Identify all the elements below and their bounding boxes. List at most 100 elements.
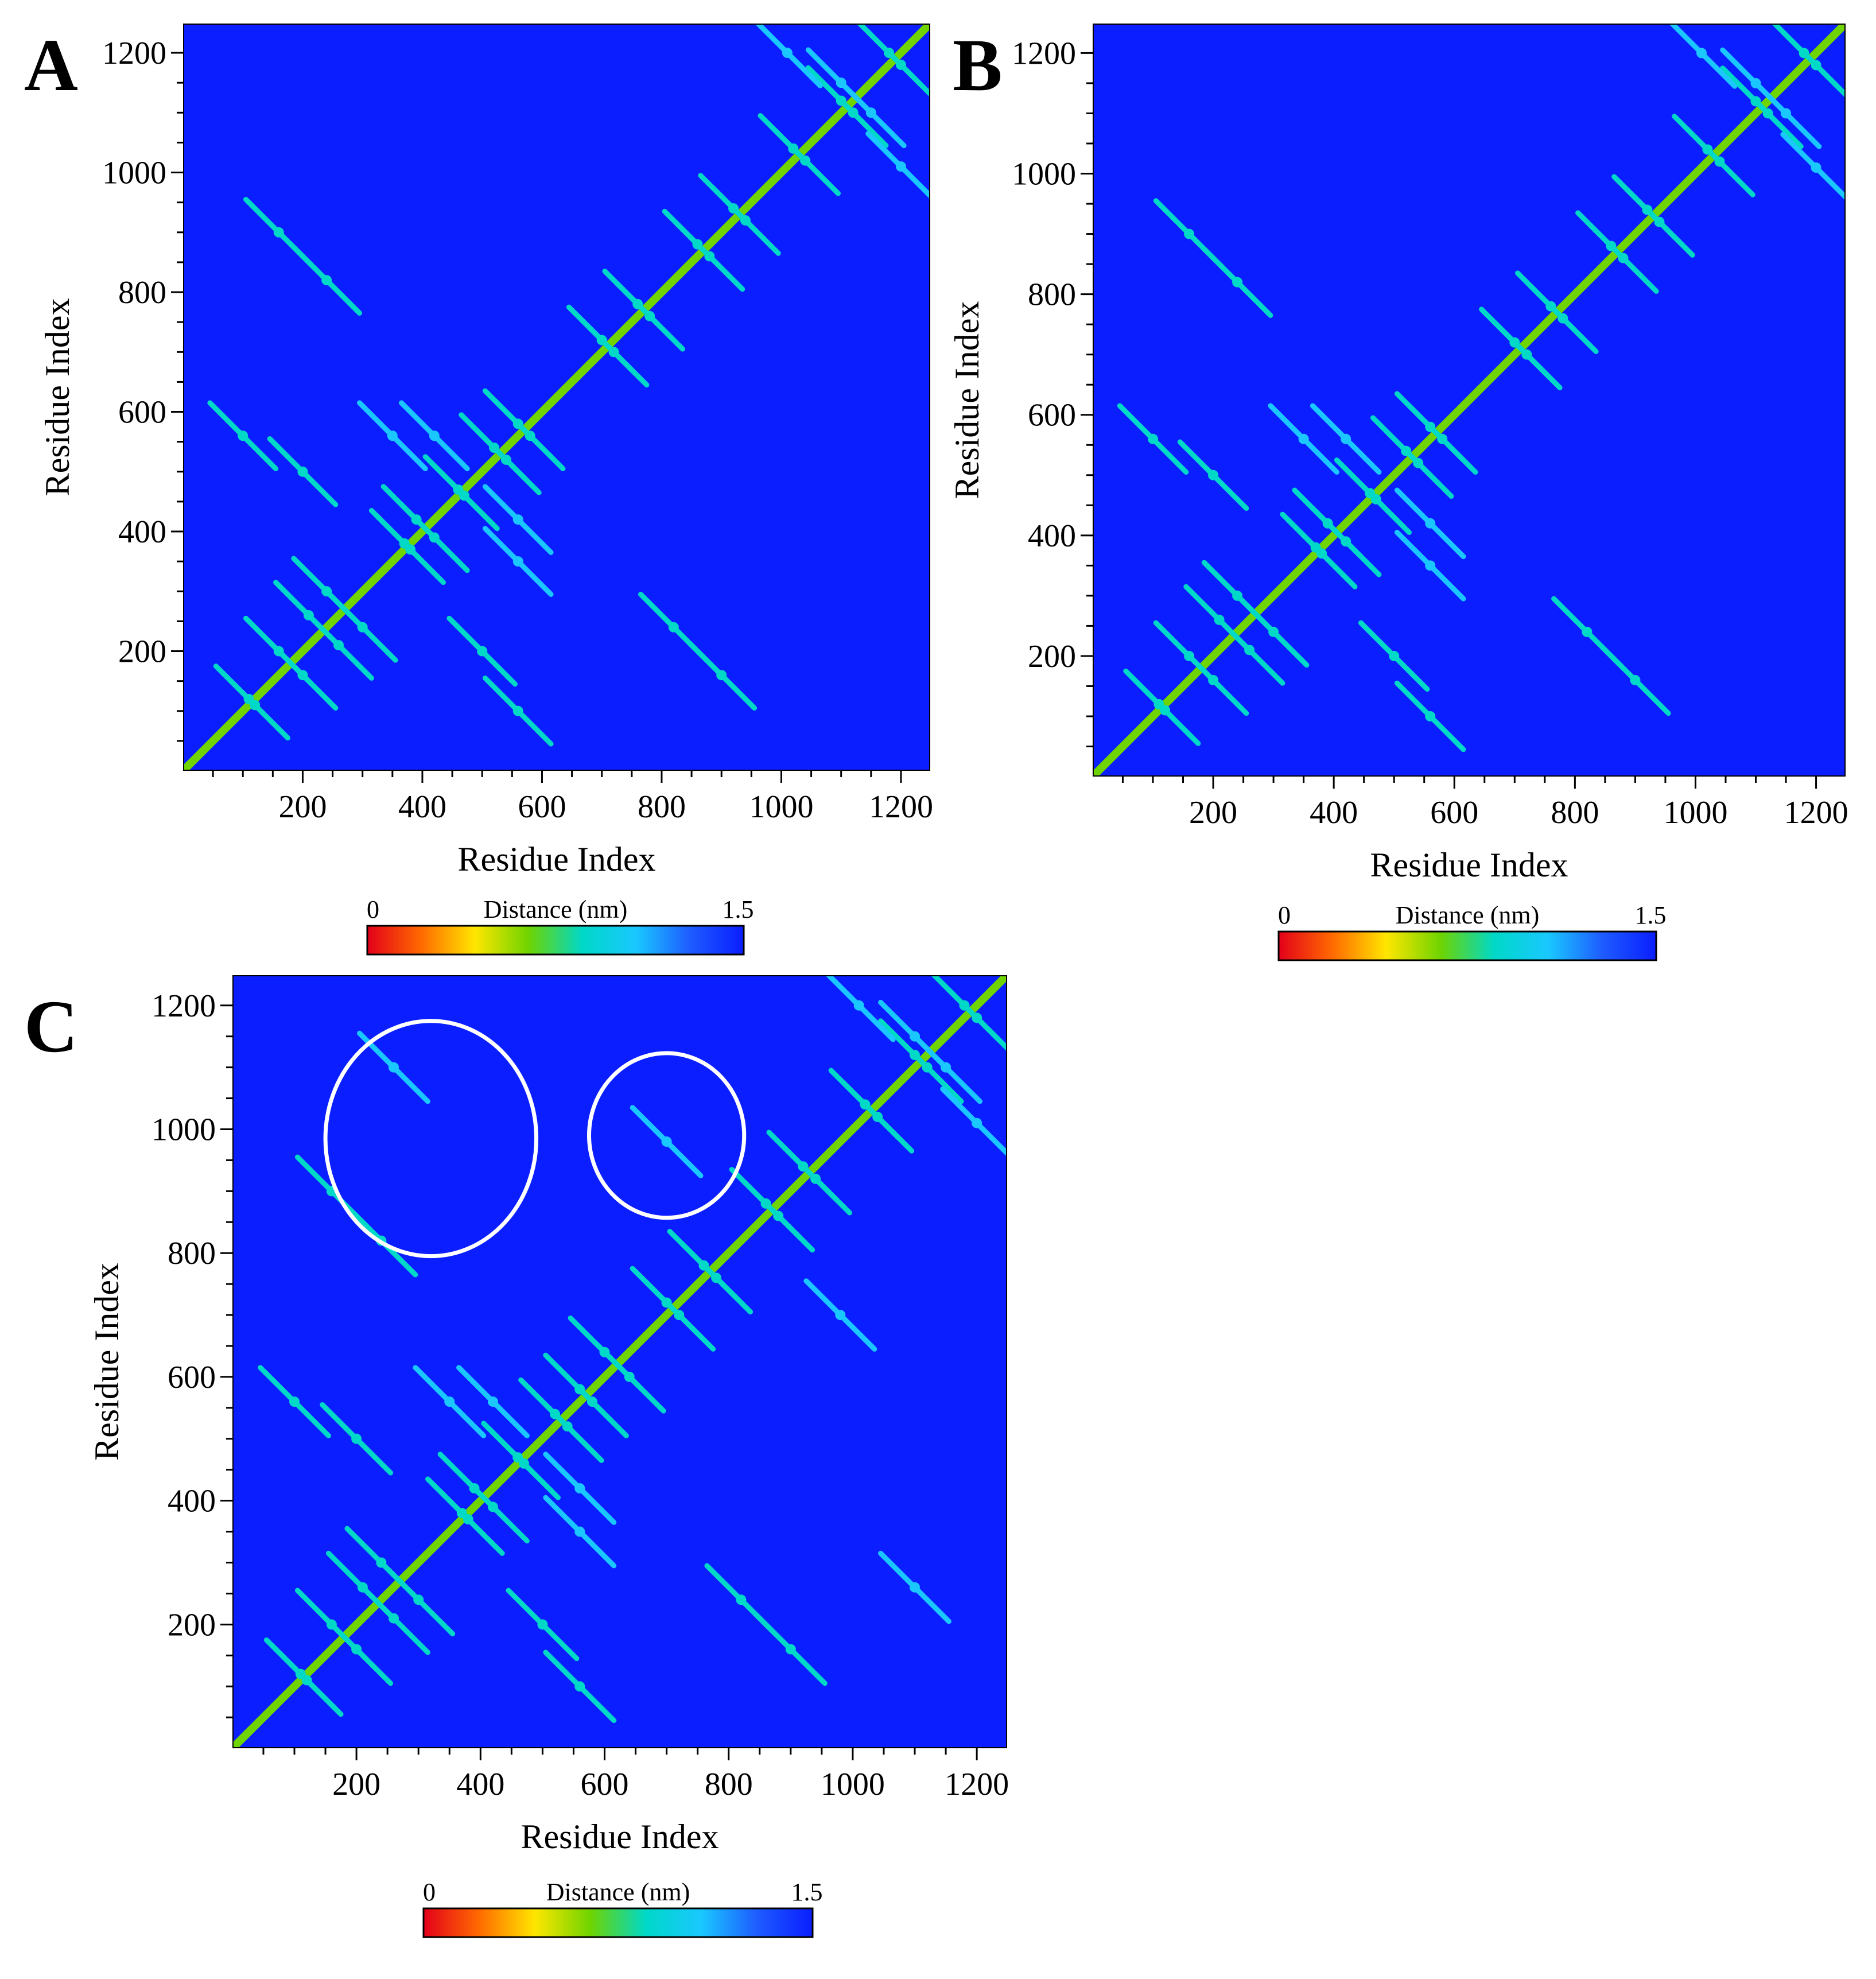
contact-point: [736, 1594, 747, 1605]
contact-point: [512, 514, 523, 525]
y-tick-label: 400: [118, 514, 166, 550]
contact-point: [469, 1483, 480, 1494]
x-tick-label: 1000: [1663, 795, 1727, 831]
contact-point: [668, 622, 679, 632]
contact-point: [1425, 421, 1436, 432]
contact-point: [788, 143, 799, 154]
contact-point: [596, 335, 607, 346]
contact-point: [376, 1557, 387, 1568]
diagonal-contacts: [1093, 24, 1845, 776]
x-tick-label: 1000: [821, 1767, 885, 1802]
contact-point: [1365, 488, 1376, 499]
y-axis-label: Residue Index: [88, 1263, 126, 1461]
colorbar-min-label: 0: [1278, 901, 1291, 929]
contact-point: [1642, 204, 1653, 215]
contact-point: [321, 275, 332, 286]
y-tick-label: 200: [1028, 639, 1076, 674]
y-tick-label: 1200: [1012, 36, 1076, 71]
colorbar-gradient: [366, 925, 745, 956]
y-tick-label: 600: [168, 1360, 216, 1395]
contact-point: [297, 466, 308, 477]
contact-point: [895, 161, 906, 172]
colorbar-max-label: 1.5: [791, 1878, 823, 1906]
contact-point: [716, 670, 727, 681]
heatmap-contents: [233, 976, 1007, 1748]
contact-point: [698, 1260, 709, 1271]
contact-point: [574, 1526, 585, 1537]
colorbar-title: Distance (nm): [1396, 901, 1539, 929]
contact-point: [728, 203, 739, 214]
contact-point: [273, 646, 284, 657]
contact-point: [884, 48, 895, 59]
contact-point: [550, 1408, 561, 1419]
x-tick-label: 200: [332, 1767, 380, 1802]
contact-point: [1232, 277, 1243, 288]
contact-point: [860, 1099, 871, 1110]
contact-point: [512, 556, 523, 567]
contact-point: [289, 1396, 300, 1407]
contact-point: [760, 1198, 771, 1209]
contact-point: [1811, 162, 1821, 173]
y-tick-label: 400: [1028, 518, 1076, 554]
contact-point: [853, 1000, 864, 1011]
contact-point: [574, 1483, 585, 1494]
contact-point: [1184, 650, 1195, 661]
contact-point: [273, 227, 284, 238]
contact-point: [489, 443, 500, 453]
contact-point: [785, 1644, 796, 1655]
contact-point: [351, 1433, 362, 1444]
x-tick-label: 1000: [749, 789, 813, 825]
contact-point: [574, 1384, 585, 1395]
highlight-ellipse: [587, 1051, 747, 1220]
colorbar-title: Distance (nm): [484, 895, 627, 923]
contact-point: [411, 514, 422, 525]
y-tick-label: 400: [168, 1484, 216, 1519]
contact-point: [1509, 337, 1520, 348]
heatmap-contents: [184, 24, 930, 770]
heatmap-contents: [1093, 24, 1845, 776]
y-tick-label: 1000: [152, 1112, 216, 1147]
x-tick-label: 200: [278, 789, 327, 825]
colorbar-max-label: 1.5: [723, 895, 754, 923]
x-axis-label: Residue Index: [521, 1818, 719, 1856]
axes: 200 400 600 800 1000 1200 200 400 600 800 1000 1200: [102, 36, 933, 825]
contact-point: [1184, 228, 1195, 239]
x-tick-label: 800: [638, 789, 686, 825]
plot-frame: [232, 975, 1007, 1748]
x-tick-label: 800: [1551, 795, 1599, 831]
colorbar: 0 Distance (nm) 1.5: [366, 895, 754, 956]
contact-point: [1401, 445, 1412, 456]
contact-point: [782, 48, 793, 59]
y-tick-label: 600: [118, 395, 166, 430]
y-axis-label: Residue Index: [948, 301, 986, 499]
y-tick-label: 200: [168, 1607, 216, 1643]
colorbar-title: Distance (nm): [546, 1878, 690, 1906]
contact-point: [321, 586, 332, 597]
panel-label: A: [24, 24, 78, 107]
colorbar: 0 Distance (nm) 1.5: [422, 1878, 823, 1938]
contact-point: [399, 538, 410, 549]
contact-point: [1781, 108, 1792, 119]
contact-point: [429, 430, 440, 441]
contact-point: [512, 1452, 523, 1463]
contact-point: [972, 1117, 982, 1128]
contact-point: [1696, 48, 1707, 59]
colorbar-gradient: [422, 1907, 814, 1938]
x-axis-label: Residue Index: [1370, 846, 1568, 884]
y-tick-label: 600: [1028, 398, 1076, 433]
contact-point: [537, 1619, 548, 1630]
contact-point: [836, 95, 846, 106]
contact-point: [1425, 711, 1436, 721]
y-tick-label: 1200: [152, 988, 216, 1024]
x-tick-label: 400: [456, 1767, 504, 1802]
contact-point: [1389, 650, 1400, 661]
contact-point: [357, 1582, 368, 1593]
contact-point: [295, 1668, 306, 1679]
colorbar-gradient: [1277, 930, 1657, 961]
contact-point: [632, 298, 643, 309]
x-tick-label: 1200: [945, 1767, 1009, 1802]
contact-point: [910, 1050, 920, 1061]
contact-point: [574, 1681, 585, 1692]
contact-point: [835, 1310, 846, 1321]
contact-point: [1322, 518, 1333, 529]
